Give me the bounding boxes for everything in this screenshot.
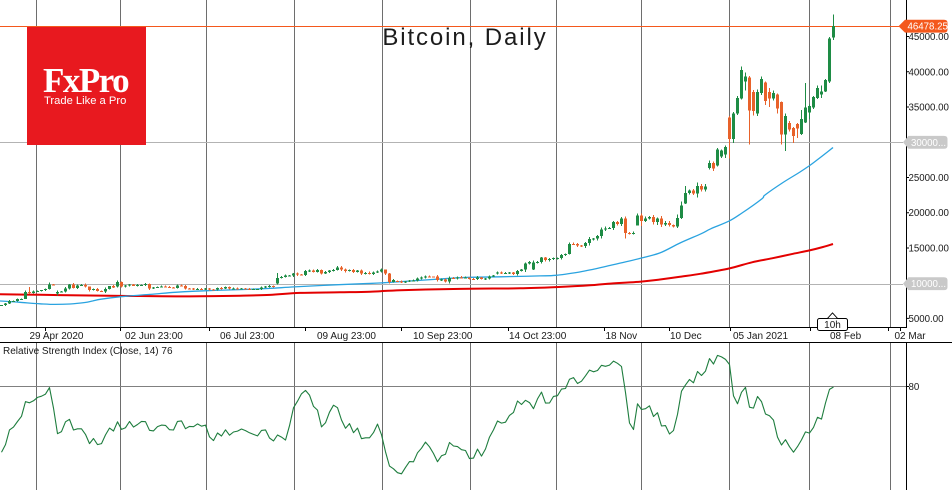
svg-text:10 Sep 23:00: 10 Sep 23:00 — [413, 331, 473, 342]
svg-text:09 Aug 23:00: 09 Aug 23:00 — [317, 331, 376, 342]
svg-text:80: 80 — [909, 382, 920, 393]
svg-text:08 Feb: 08 Feb — [830, 331, 862, 342]
svg-text:15000.00: 15000.00 — [909, 244, 950, 255]
svg-text:FxPro: FxPro — [43, 61, 129, 100]
svg-text:Trade Like a Pro: Trade Like a Pro — [44, 95, 126, 107]
svg-text:06 Jul 23:00: 06 Jul 23:00 — [220, 331, 275, 342]
svg-text:30000...: 30000... — [911, 138, 946, 149]
svg-text:Relative Strength Index (Close: Relative Strength Index (Close, 14) 76 — [3, 346, 173, 357]
svg-text:14 Oct 23:00: 14 Oct 23:00 — [509, 331, 567, 342]
svg-text:Bitcoin, Daily: Bitcoin, Daily — [382, 24, 547, 51]
svg-text:45000.00: 45000.00 — [909, 32, 950, 43]
svg-text:46478.25: 46478.25 — [908, 22, 948, 33]
svg-text:10h: 10h — [824, 320, 841, 331]
svg-text:10 Dec: 10 Dec — [670, 331, 702, 342]
svg-text:35000.00: 35000.00 — [909, 103, 950, 114]
svg-text:05 Jan 2021: 05 Jan 2021 — [733, 331, 788, 342]
svg-text:02 Jun 23:00: 02 Jun 23:00 — [125, 331, 183, 342]
svg-text:18 Nov: 18 Nov — [606, 331, 638, 342]
svg-text:10000...: 10000... — [911, 279, 946, 290]
svg-text:02 Mar: 02 Mar — [895, 331, 927, 342]
svg-text:5000.00: 5000.00 — [909, 314, 945, 325]
svg-text:29 Apr 2020: 29 Apr 2020 — [30, 331, 84, 342]
svg-text:20000.00: 20000.00 — [909, 208, 950, 219]
svg-text:25000.00: 25000.00 — [909, 173, 950, 184]
svg-text:40000.00: 40000.00 — [909, 67, 950, 78]
